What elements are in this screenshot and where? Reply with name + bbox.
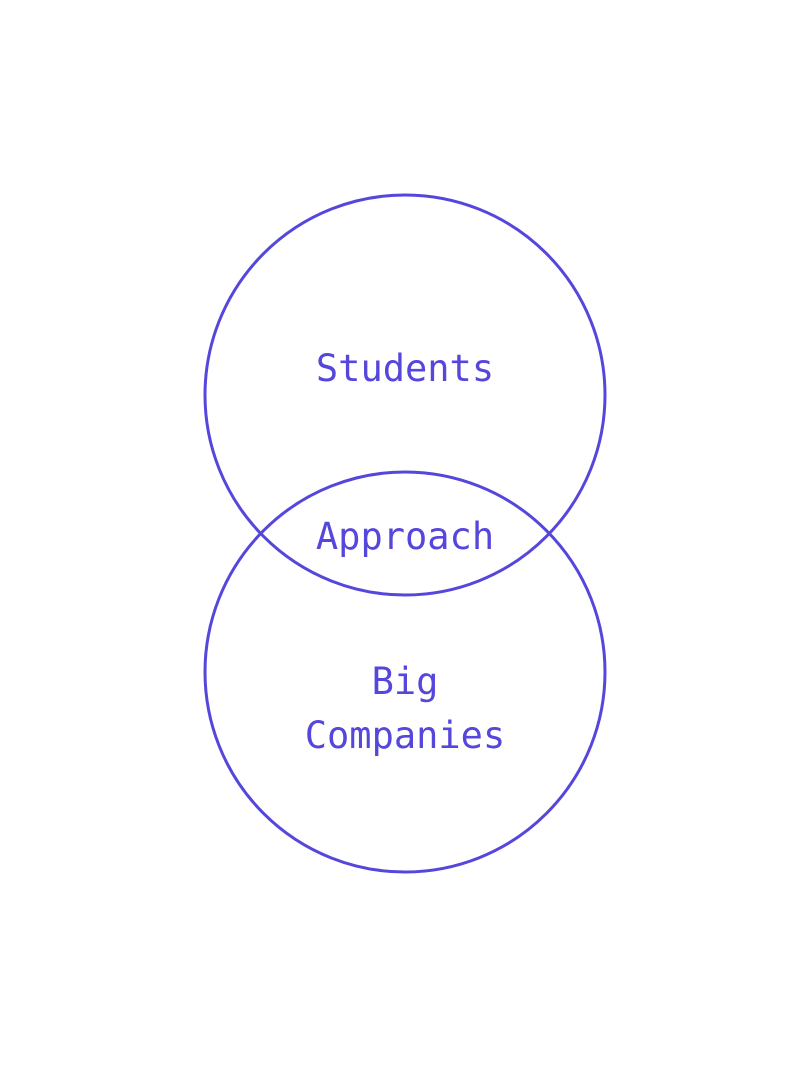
students-label: Students	[315, 347, 495, 390]
circle-students	[203, 193, 607, 597]
big-companies-label: Big Companies	[304, 660, 506, 757]
intersection-label: Approach	[315, 515, 495, 558]
circle-big-companies	[203, 470, 607, 874]
